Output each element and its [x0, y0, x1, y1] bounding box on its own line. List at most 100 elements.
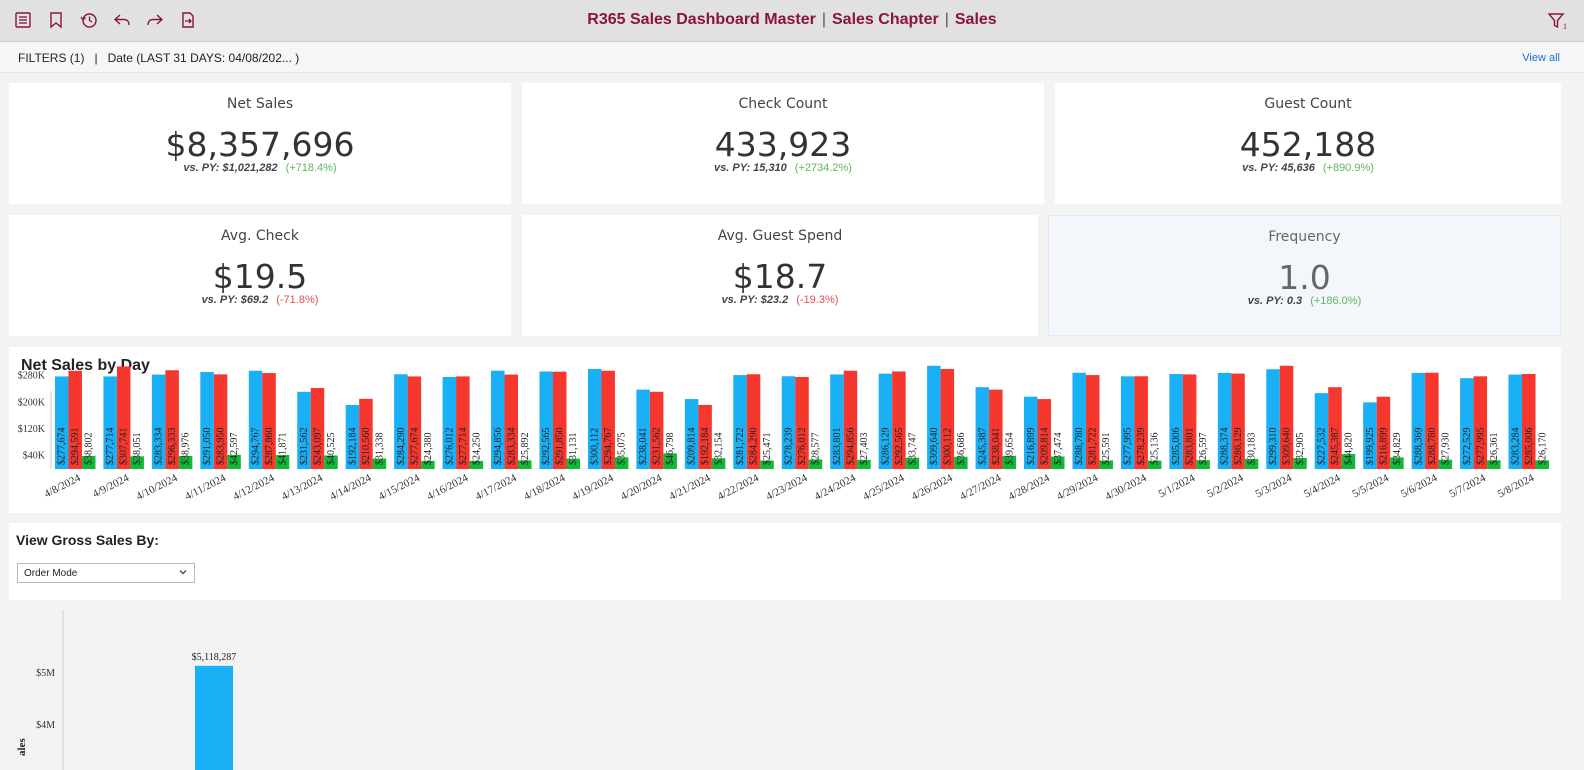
bar-1[interactable] — [1363, 402, 1377, 469]
export-icon[interactable] — [179, 11, 197, 29]
bar-2[interactable] — [1473, 376, 1488, 469]
history-icon[interactable] — [80, 11, 98, 29]
bar-2[interactable] — [1231, 373, 1245, 469]
bar-1[interactable] — [539, 371, 553, 469]
bar-1[interactable] — [1024, 396, 1038, 469]
bar-3[interactable] — [1244, 458, 1259, 469]
filters-label[interactable]: FILTERS (1) — [18, 51, 85, 65]
bar-2[interactable] — [1037, 399, 1052, 469]
bar-3[interactable] — [614, 457, 629, 469]
breadcrumb-chapter[interactable]: Sales Chapter — [832, 11, 939, 28]
bar-2[interactable] — [1425, 372, 1439, 469]
bar-2[interactable] — [1522, 373, 1536, 469]
bar-2[interactable] — [504, 374, 519, 469]
bar-2[interactable] — [310, 387, 325, 469]
date-filter-chip[interactable]: Date (LAST 31 DAYS: 04/08/202... ) — [107, 51, 300, 65]
bar-1[interactable] — [248, 370, 263, 469]
bar-1[interactable] — [103, 376, 117, 469]
bar-1[interactable] — [830, 374, 844, 469]
bar-1[interactable] — [636, 389, 650, 469]
bar-2[interactable] — [1134, 376, 1148, 469]
bar-1[interactable] — [200, 371, 214, 469]
bar-3[interactable] — [130, 456, 144, 469]
bar-2[interactable] — [649, 391, 664, 469]
bar-1[interactable] — [927, 365, 941, 469]
bar-1[interactable] — [733, 375, 747, 469]
bar-3[interactable] — [1438, 459, 1453, 469]
breadcrumb-page[interactable]: Sales — [954, 11, 997, 28]
bar-2[interactable] — [746, 374, 761, 469]
bar-2[interactable] — [456, 376, 470, 469]
view-all-link[interactable]: View all — [1522, 52, 1560, 64]
bar-2[interactable] — [552, 371, 567, 469]
bar-2[interactable] — [213, 374, 228, 469]
bar-1[interactable] — [491, 370, 505, 469]
undo-icon[interactable] — [113, 11, 131, 29]
bar-1[interactable] — [54, 376, 69, 469]
bar-1[interactable] — [1217, 372, 1232, 469]
bar-1[interactable] — [442, 376, 457, 469]
bar-1[interactable] — [1460, 378, 1474, 469]
gross-sales-bar[interactable] — [195, 665, 233, 770]
bar-2[interactable] — [116, 366, 131, 469]
bar-1[interactable] — [1266, 369, 1280, 469]
bar-1[interactable] — [151, 374, 166, 469]
bar-2[interactable] — [68, 370, 82, 469]
bar-1[interactable] — [1169, 373, 1183, 469]
bar-2[interactable] — [1328, 387, 1342, 469]
bar-2[interactable] — [165, 370, 179, 469]
bar-3[interactable] — [178, 456, 193, 469]
gross-sales-dimension-select[interactable]: Order Mode — [17, 563, 195, 583]
bar-1[interactable] — [1508, 374, 1523, 469]
bar-2[interactable] — [1376, 396, 1391, 469]
bar-1[interactable] — [684, 399, 699, 469]
bar-1[interactable] — [345, 404, 360, 469]
bar-3[interactable] — [1002, 455, 1017, 469]
bar-3[interactable] — [421, 460, 435, 469]
bar-2[interactable] — [359, 398, 373, 469]
bar-3[interactable] — [808, 459, 823, 469]
bar-2[interactable] — [1085, 375, 1100, 469]
bar-1[interactable] — [587, 368, 602, 469]
bar-1[interactable] — [1120, 376, 1135, 469]
bar-2[interactable] — [698, 404, 712, 469]
bar-1[interactable] — [1411, 372, 1426, 469]
bar-3[interactable] — [372, 458, 387, 469]
breadcrumb-dashboard[interactable]: R365 Sales Dashboard Master — [587, 11, 816, 28]
bar-2[interactable] — [795, 376, 809, 469]
bar-2[interactable] — [989, 389, 1003, 469]
bar-1[interactable] — [1314, 393, 1329, 469]
bar-3[interactable] — [81, 456, 96, 469]
list-icon[interactable] — [14, 11, 32, 29]
bar-2[interactable] — [601, 370, 615, 469]
bar-3[interactable] — [1196, 460, 1210, 469]
bookmark-icon[interactable] — [47, 11, 65, 29]
bar-3[interactable] — [275, 455, 290, 469]
bar-3[interactable] — [1341, 454, 1356, 469]
bar-3[interactable] — [711, 458, 726, 469]
bar-3[interactable] — [1051, 456, 1065, 469]
bar-3[interactable] — [1535, 460, 1550, 469]
bar-3[interactable] — [518, 460, 532, 469]
bar-1[interactable] — [297, 391, 311, 469]
bar-2[interactable] — [892, 371, 906, 469]
bar-2[interactable] — [1279, 365, 1294, 469]
bar-2[interactable] — [407, 376, 422, 469]
bar-3[interactable] — [663, 453, 677, 469]
filter-icon[interactable]: 1 — [1547, 12, 1568, 31]
bar-1[interactable] — [975, 387, 990, 469]
bar-3[interactable] — [954, 456, 968, 469]
bar-1[interactable] — [781, 376, 796, 469]
bar-3[interactable] — [857, 459, 871, 469]
bar-3[interactable] — [469, 460, 484, 469]
bar-3[interactable] — [1293, 458, 1307, 469]
bar-3[interactable] — [1487, 460, 1501, 469]
bar-3[interactable] — [566, 458, 580, 469]
bar-3[interactable] — [324, 455, 338, 469]
bar-3[interactable] — [1390, 457, 1404, 469]
bar-3[interactable] — [905, 457, 920, 469]
bar-2[interactable] — [940, 368, 955, 469]
bar-2[interactable] — [262, 373, 276, 469]
bar-2[interactable] — [843, 370, 858, 469]
bar-2[interactable] — [1182, 374, 1197, 469]
